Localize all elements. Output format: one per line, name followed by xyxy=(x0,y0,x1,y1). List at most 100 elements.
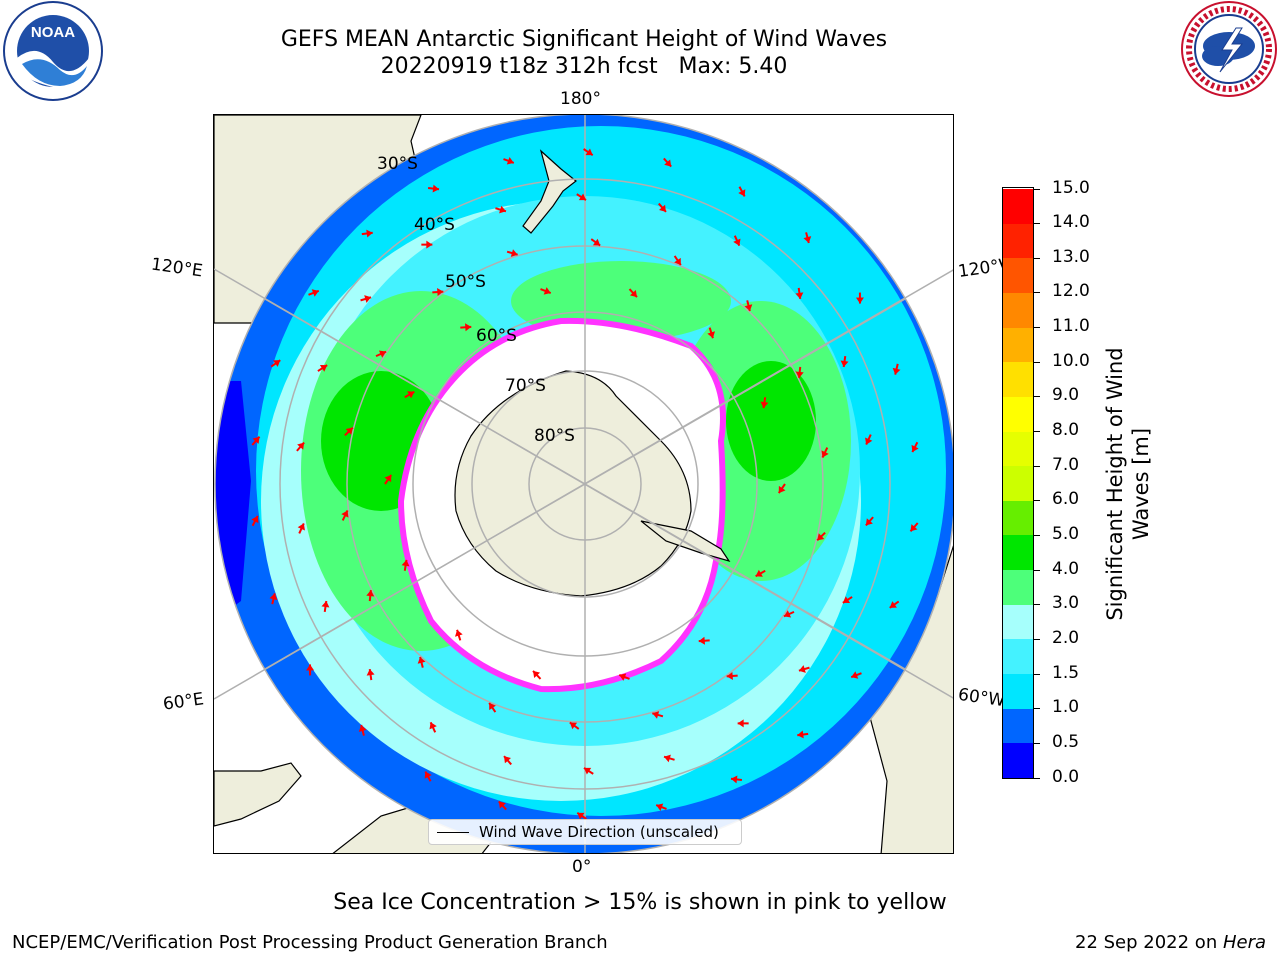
wind-wave-arrow-head xyxy=(583,767,592,775)
colorbar-tick-label: 1.0 xyxy=(1052,697,1080,718)
wind-wave-arrow-head xyxy=(273,360,281,367)
wind-wave-arrow-head xyxy=(499,205,506,214)
wind-wave-arrow-head xyxy=(533,670,541,679)
wind-wave-arrow-head xyxy=(664,159,672,167)
colorbar-label: Significant Height of Wind Waves [m] xyxy=(1103,347,1153,621)
polar-map: 30°S 40°S 50°S 60°S 70°S 80°S xyxy=(214,115,953,853)
wind-wave-arrow-head xyxy=(543,287,551,295)
wind-wave-arrow-head xyxy=(569,722,578,730)
wind-wave-arrow-head xyxy=(730,775,738,784)
wind-wave-arrow-head xyxy=(659,204,666,212)
wind-wave-arrow-head xyxy=(437,288,444,296)
wind-wave-arrow-head xyxy=(889,601,897,608)
wind-wave-arrow-head xyxy=(855,297,864,304)
wind-wave-arrow-head xyxy=(424,771,432,779)
colorbar-tick-label: 4.0 xyxy=(1052,558,1080,579)
colorbar-segment xyxy=(1003,257,1033,293)
wind-wave-arrow-head xyxy=(311,289,319,297)
colorbar-segment xyxy=(1003,361,1033,397)
colorbar-tick-label: 3.0 xyxy=(1052,593,1080,614)
wind-wave-arrow-head xyxy=(726,672,733,680)
wind-wave-arrow-head xyxy=(798,665,806,673)
footer-credit: NCEP/EMC/Verification Post Processing Pr… xyxy=(12,932,608,953)
colorbar-tick-label: 8.0 xyxy=(1052,420,1080,441)
lat-label-80s: 80°S xyxy=(534,426,575,446)
wind-wave-arrow-head xyxy=(432,184,440,193)
wind-wave-arrow-head xyxy=(269,593,278,601)
wind-wave-arrow-head xyxy=(865,518,873,526)
colorbar-segment xyxy=(1003,465,1033,501)
wind-wave-arrow-head xyxy=(429,722,437,730)
colorbar-tick xyxy=(1034,708,1040,710)
colorbar-tick-label: 7.0 xyxy=(1052,454,1080,475)
wind-wave-arrow-head xyxy=(629,289,637,298)
lat-label-60s: 60°S xyxy=(476,326,517,346)
wind-wave-arrow-head xyxy=(378,350,387,358)
wind-wave-arrow-head xyxy=(737,719,744,728)
colorbar-tick-label: 14.0 xyxy=(1052,212,1090,233)
wind-wave-arrow-head xyxy=(426,240,433,249)
wind-wave-arrow-head xyxy=(656,803,664,811)
wind-wave-arrow-head xyxy=(795,292,804,299)
colorbar-segment xyxy=(1003,673,1033,709)
footer-machine: Hera xyxy=(1222,932,1266,953)
africa-land xyxy=(214,762,302,827)
colorbar-tick-label: 2.0 xyxy=(1052,627,1080,648)
colorbar-tick xyxy=(1034,534,1040,536)
colorbar-segment xyxy=(1003,431,1033,467)
wind-wave-arrow-head xyxy=(510,249,518,257)
colorbar-tick xyxy=(1034,777,1040,779)
wind-wave-arrow-head xyxy=(401,559,410,567)
colorbar-segment xyxy=(1003,292,1033,328)
colorbar-tick xyxy=(1034,569,1040,571)
colorbar-segment xyxy=(1003,534,1033,571)
colorbar-tick-label: 15.0 xyxy=(1052,177,1090,198)
wind-wave-arrow-head xyxy=(733,238,741,246)
wind-wave-arrow-head xyxy=(652,711,660,719)
wind-wave-arrow-head xyxy=(364,295,372,303)
wind-wave-arrow-head xyxy=(797,730,804,739)
wind-wave-arrow-head xyxy=(755,569,763,577)
lat-label-30s: 30°S xyxy=(377,154,418,174)
lon-label-upper-left: 120°E xyxy=(149,254,204,282)
wind-wave-arrow-head xyxy=(306,664,315,671)
colorbar-tick xyxy=(1034,604,1040,606)
wind-wave-arrow-head xyxy=(760,401,769,409)
colorbar-segment xyxy=(1003,569,1033,605)
wind-wave-arrow-head xyxy=(865,437,873,445)
colorbar-segment xyxy=(1003,638,1033,675)
lon-label-bottom: 0° xyxy=(572,857,592,877)
noaa-logo-text: NOAA xyxy=(31,24,75,41)
colorbar-tick xyxy=(1034,257,1040,259)
latitude-labels: 30°S 40°S 50°S 60°S 70°S 80°S xyxy=(377,154,575,446)
wind-wave-arrow-head xyxy=(407,391,415,399)
colorbar-tick-label: 11.0 xyxy=(1052,316,1090,337)
wind-wave-arrow-head xyxy=(698,636,706,645)
colorbar xyxy=(1002,187,1034,779)
wind-wave-arrows xyxy=(251,148,919,820)
wind-wave-arrow-head xyxy=(910,524,918,532)
colorbar-tick xyxy=(1034,742,1040,744)
wind-wave-arrow-head xyxy=(251,515,259,524)
chart-subtitle-forecast-info: 20220919 t18z 312h fcst Max: 5.40 xyxy=(380,54,788,79)
wind-wave-arrow-head xyxy=(417,656,426,664)
sea-ice-note: Sea Ice Concentration > 15% is shown in … xyxy=(333,890,947,915)
wind-wave-arrow-head xyxy=(744,304,753,312)
wind-wave-arrow-head xyxy=(911,444,919,453)
colorbar-tick-label: 1.5 xyxy=(1052,662,1080,683)
wind-wave-arrow-head xyxy=(674,257,681,266)
lon-label-lower-right: 60°W xyxy=(956,684,1007,712)
colorbar-segment xyxy=(1003,327,1033,363)
colorbar-tick-label: 6.0 xyxy=(1052,489,1080,510)
wind-wave-arrow-head xyxy=(592,238,601,246)
colorbar-tick xyxy=(1034,673,1040,675)
wind-wave-arrow-head xyxy=(341,510,349,518)
antarctica-land xyxy=(454,370,692,597)
wind-wave-arrow-head xyxy=(464,323,472,332)
wind-wave-arrow-head xyxy=(803,236,812,243)
new-zealand-land xyxy=(522,149,577,234)
wind-wave-arrow-head xyxy=(851,671,859,679)
colorbar-tick xyxy=(1034,431,1040,433)
wind-wave-arrow-head xyxy=(366,590,375,597)
wind-wave-arrow-head xyxy=(504,756,511,764)
